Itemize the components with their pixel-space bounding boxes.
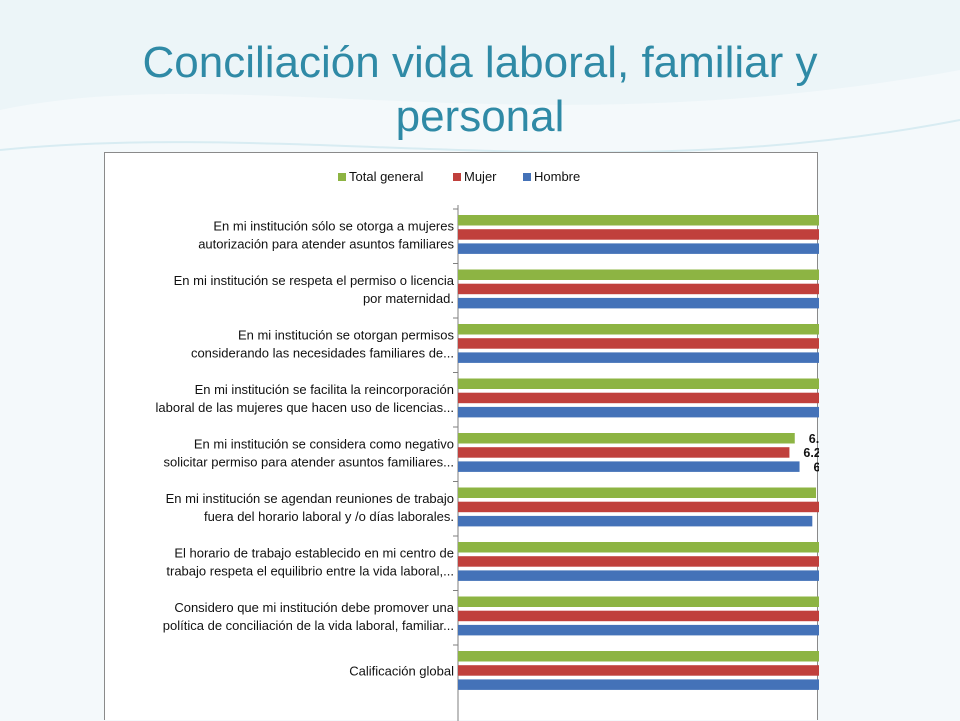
category-label: considerando las necesidades familiares … — [191, 345, 454, 360]
legend-label: Mujer — [464, 169, 497, 184]
legend-swatch — [338, 173, 346, 181]
bar-hombre — [458, 243, 819, 254]
category-label: solicitar permiso para atender asuntos f… — [164, 454, 454, 469]
bar-total — [458, 378, 819, 389]
bar-total — [458, 269, 819, 280]
bar-mujer — [458, 501, 819, 513]
bar-hombre — [458, 406, 819, 418]
category-label: En mi institución se otorgan permisos — [238, 327, 455, 342]
category-label: política de conciliación de la vida labo… — [163, 618, 454, 633]
category-label: por maternidad. — [363, 291, 454, 306]
bar-mujer — [458, 556, 819, 567]
bar-mujer — [458, 338, 819, 349]
category-label: En mi institución se agendan reuniones d… — [166, 491, 454, 506]
bar-total — [458, 433, 795, 444]
bar-chart: Total general Mujer Hombre En mi institució… — [156, 169, 819, 721]
category-label: fuera del horario laboral y /o días labo… — [204, 509, 454, 524]
category-label: Considero que mi institución debe promov… — [174, 600, 454, 615]
bar-hombre — [458, 624, 819, 636]
category-label: trabajo respeta el equilibrio entre la v… — [166, 563, 454, 578]
legend-label: Hombre — [534, 169, 580, 184]
bar-hombre — [458, 515, 813, 527]
bar-total — [458, 596, 819, 607]
bar-total — [458, 487, 817, 498]
bar-hombre — [458, 679, 819, 690]
bar-mujer — [458, 610, 819, 622]
category-label: El horario de trabajo establecido en mi … — [174, 545, 454, 560]
bar-total — [458, 651, 819, 662]
bar-mujer — [458, 283, 819, 295]
bar-total — [458, 215, 819, 226]
bar-mujer — [458, 392, 819, 404]
category-label: Calificación global — [349, 663, 454, 678]
chart-panel: Total general Mujer Hombre En mi institució… — [104, 152, 819, 721]
page-title: Conciliación vida laboral, familiar y pe… — [142, 38, 818, 141]
bar-hombre — [458, 570, 819, 581]
bar-hombre — [458, 352, 819, 363]
data-label: 6.42 — [814, 460, 819, 474]
category-label: En mi institución se facilita la reincor… — [195, 382, 454, 397]
category-label: laboral de las mujeres que hacen uso de … — [156, 400, 454, 415]
category-label: En mi institución se considera como nega… — [194, 436, 454, 451]
category-label: En mi institución sólo se otorga a mujer… — [213, 218, 454, 233]
bar-total — [458, 542, 819, 553]
legend-swatch — [453, 173, 461, 181]
data-label: 6.33 — [809, 432, 819, 446]
bar-hombre — [458, 461, 800, 472]
legend-label: Total general — [349, 169, 424, 184]
bar-mujer — [458, 229, 819, 240]
bar-mujer — [458, 447, 790, 458]
data-label: 6.23 — [803, 446, 819, 460]
category-label: autorización para atender asuntos famili… — [198, 236, 454, 251]
bar-total — [458, 324, 819, 335]
legend-swatch — [523, 173, 531, 181]
bar-mujer — [458, 665, 819, 676]
category-label: En mi institución se respeta el permiso … — [174, 273, 455, 288]
bar-hombre — [458, 297, 819, 309]
